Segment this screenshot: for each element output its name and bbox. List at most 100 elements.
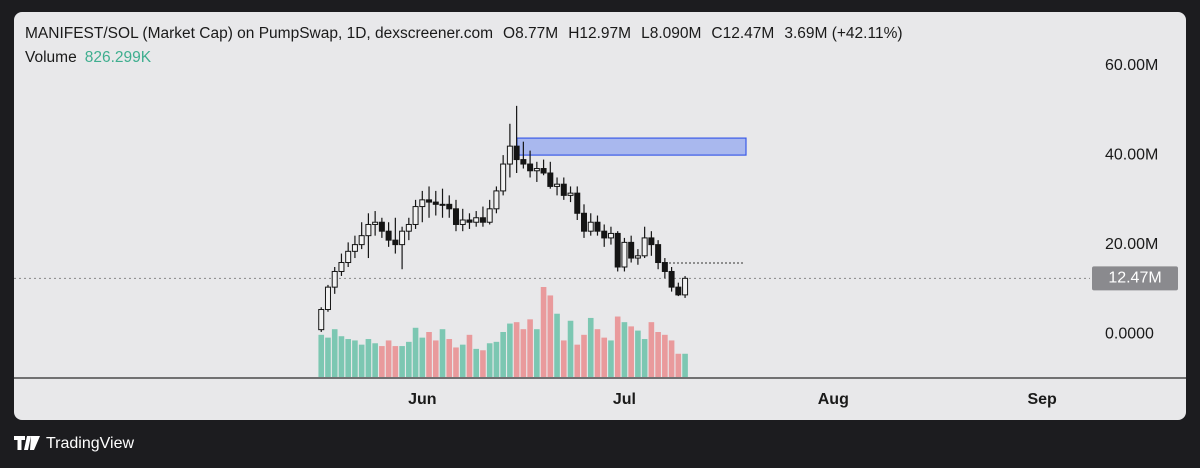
candle-body bbox=[641, 237, 648, 257]
volume-bar bbox=[500, 332, 506, 377]
candle-body bbox=[446, 203, 453, 210]
volume-bar bbox=[345, 339, 351, 377]
volume-bar bbox=[352, 340, 358, 377]
candle-body bbox=[439, 203, 446, 206]
brand: TradingView bbox=[46, 435, 134, 452]
volume-bar bbox=[325, 337, 331, 377]
candle-body bbox=[655, 244, 662, 264]
logo-icon bbox=[14, 436, 40, 450]
ohlc-open: O8.77M bbox=[503, 25, 558, 42]
x-tick-label: Jun bbox=[408, 391, 436, 408]
volume-bar bbox=[432, 340, 439, 377]
y-tick-label: 20.00M bbox=[1105, 236, 1158, 253]
volume-bar bbox=[459, 344, 466, 377]
candle-body bbox=[473, 217, 480, 223]
volume-bar bbox=[446, 339, 453, 377]
volume-bar bbox=[560, 340, 567, 377]
candle-body bbox=[607, 232, 614, 239]
volume-bar bbox=[641, 339, 648, 377]
candle-body bbox=[594, 221, 601, 232]
candle-body bbox=[466, 219, 473, 223]
volume-bar bbox=[412, 327, 419, 377]
volume-bar bbox=[540, 287, 547, 377]
candle-body bbox=[486, 208, 493, 223]
volume-bar bbox=[682, 353, 688, 377]
candle-body bbox=[540, 168, 547, 174]
volume-bar bbox=[547, 295, 554, 377]
volume-bar bbox=[493, 341, 500, 377]
volume-bar bbox=[628, 326, 634, 377]
volume-bar bbox=[648, 322, 655, 377]
candle-body bbox=[533, 168, 540, 172]
candle-body bbox=[432, 201, 439, 205]
volume-bar bbox=[608, 340, 614, 377]
candle-body bbox=[567, 192, 574, 196]
candle-body bbox=[527, 163, 534, 172]
candle-body bbox=[479, 217, 486, 223]
volume-bar bbox=[520, 329, 527, 377]
candle-body bbox=[506, 145, 513, 165]
candle-body bbox=[392, 239, 399, 246]
volume-bar bbox=[614, 316, 621, 377]
volume-bar bbox=[554, 313, 560, 377]
last-price-box bbox=[1092, 266, 1178, 291]
y-tick-label: 60.00M bbox=[1105, 57, 1158, 74]
candle-body bbox=[419, 199, 426, 208]
candle-body bbox=[547, 172, 554, 187]
candle-body bbox=[405, 223, 412, 232]
candle-body bbox=[675, 286, 682, 296]
volume-bar bbox=[662, 334, 668, 377]
candle-body bbox=[634, 255, 641, 259]
candle-body bbox=[459, 219, 466, 225]
volume-bar bbox=[399, 346, 405, 377]
zone bbox=[516, 137, 747, 156]
x-tick-label: Jul bbox=[613, 391, 636, 408]
volume-bar bbox=[635, 330, 641, 377]
volume-bar bbox=[480, 350, 486, 377]
candle-body bbox=[601, 230, 608, 239]
candle-body bbox=[351, 244, 358, 252]
volume-bar bbox=[331, 329, 338, 377]
candle-body bbox=[513, 145, 520, 161]
candle-body bbox=[554, 183, 561, 187]
candle-body bbox=[318, 309, 325, 331]
candle-body bbox=[661, 262, 668, 272]
candle-body bbox=[358, 235, 365, 246]
volume-bar bbox=[453, 347, 459, 377]
volume-bar bbox=[318, 334, 325, 377]
volume-bar bbox=[439, 329, 446, 377]
brand-logo bbox=[14, 436, 40, 450]
candle-body bbox=[682, 277, 689, 296]
volume-bar bbox=[419, 337, 426, 377]
volume-bar bbox=[534, 329, 540, 377]
volume-bar bbox=[655, 332, 661, 377]
header: MANIFEST/SOL (Market Cap) on PumpSwap, 1… bbox=[25, 25, 903, 66]
y-tick-label: 0.0000 bbox=[1105, 325, 1154, 342]
candle-body bbox=[500, 163, 507, 192]
y-tick-label: 40.00M bbox=[1105, 146, 1158, 163]
volume-bar bbox=[527, 319, 533, 377]
candle-body bbox=[372, 221, 379, 225]
x-tick-label: Aug bbox=[818, 391, 849, 408]
volume-bar bbox=[473, 348, 480, 377]
header-text: MANIFEST/SOL (Market Cap) on PumpSwap, 1… bbox=[25, 25, 903, 42]
change: 3.69M (+42.11%) bbox=[784, 25, 902, 42]
volume-bar bbox=[486, 343, 493, 377]
volume-header: Volume 826.299K bbox=[25, 49, 152, 66]
volume-bar bbox=[358, 344, 365, 377]
volume-bar bbox=[392, 346, 399, 377]
symbol: MANIFEST/SOL (Market Cap) on PumpSwap, 1… bbox=[25, 25, 493, 42]
panel bbox=[14, 12, 1186, 420]
candle-body bbox=[338, 262, 345, 272]
ohlc-low: L8.090M bbox=[641, 25, 701, 42]
volume-bar bbox=[621, 322, 628, 377]
volume-bar bbox=[338, 336, 345, 377]
volume-label: Volume bbox=[25, 49, 77, 66]
candle-body bbox=[560, 183, 567, 196]
candle-body bbox=[621, 241, 628, 268]
candle-body bbox=[581, 212, 588, 232]
last-price-label: 12.47M bbox=[1108, 270, 1161, 287]
volume-bar bbox=[426, 332, 432, 377]
